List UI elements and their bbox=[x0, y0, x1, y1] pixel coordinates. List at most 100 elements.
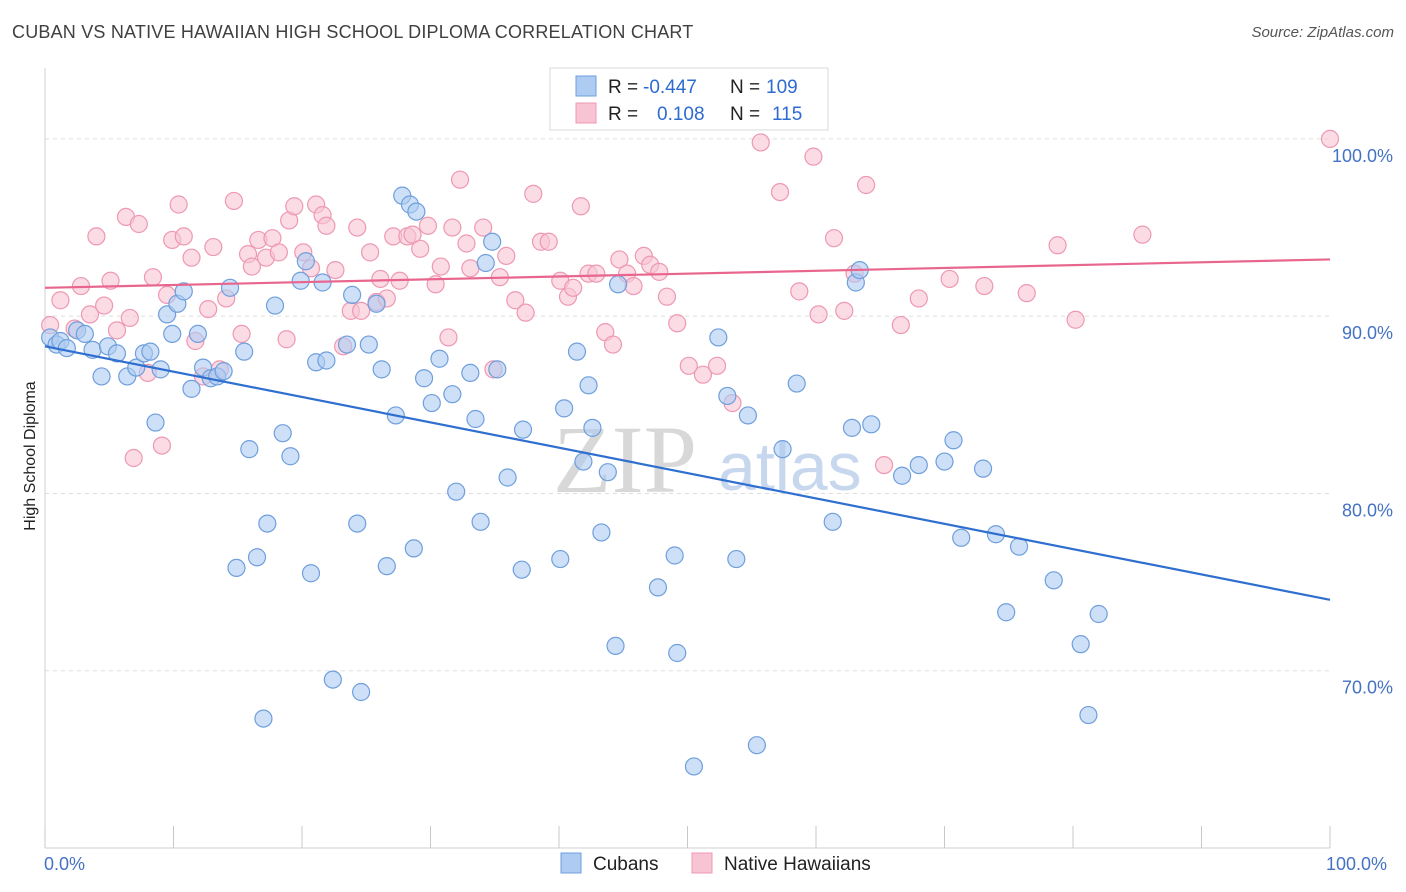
hawaiian-point-34 bbox=[269, 243, 288, 262]
hawaiian-point-43 bbox=[326, 260, 345, 280]
cuban-point-29 bbox=[240, 440, 259, 459]
trend-lines bbox=[44, 258, 1331, 601]
hawaiian-point-46 bbox=[348, 218, 367, 237]
hawaiian-point-57 bbox=[418, 216, 438, 235]
hawaiian-point-105 bbox=[909, 289, 928, 308]
hawaiian-point-91 bbox=[693, 365, 713, 384]
cuban-point-97 bbox=[909, 455, 928, 475]
x-max-label: 100.0% bbox=[1326, 854, 1387, 874]
hawaiian-point-108 bbox=[1017, 284, 1036, 303]
cuban-point-83 bbox=[684, 757, 704, 776]
hawaiian-point-59 bbox=[431, 257, 450, 276]
cuban-point-89 bbox=[773, 440, 792, 459]
cuban-point-34 bbox=[273, 424, 292, 443]
cuban-point-33 bbox=[265, 296, 285, 315]
cuban-point-68 bbox=[512, 560, 531, 579]
chart-title: CUBAN VS NATIVE HAWAIIAN HIGH SCHOOL DIP… bbox=[12, 22, 694, 42]
cuban-point-72 bbox=[567, 342, 587, 361]
legend-bottom-label-cubans: Cubans bbox=[593, 854, 659, 875]
hawaiian-point-61 bbox=[443, 218, 462, 237]
cuban-point-36 bbox=[291, 271, 310, 290]
hawaiian-point-103 bbox=[875, 455, 894, 475]
cuban-point-101 bbox=[973, 459, 993, 478]
hawaiian-point-94 bbox=[751, 133, 770, 152]
trend-line-native-hawaiians bbox=[44, 258, 1331, 289]
cuban-point-98 bbox=[935, 452, 954, 471]
cuban-point-32 bbox=[258, 514, 277, 533]
y-tick-labels: 70.0% 80.0% 90.0% 100.0% bbox=[1332, 146, 1393, 698]
cuban-point-25 bbox=[214, 362, 233, 381]
hawaiian-point-24 bbox=[204, 237, 223, 257]
cuban-point-67 bbox=[498, 468, 517, 487]
y-axis-label: High School Diploma bbox=[22, 381, 39, 531]
cuban-point-103 bbox=[997, 603, 1016, 622]
cuban-point-17 bbox=[163, 324, 182, 344]
hawaiian-point-14 bbox=[143, 268, 163, 287]
hawaiian-point-98 bbox=[809, 305, 828, 324]
cuban-point-50 bbox=[377, 557, 396, 576]
cuban-point-57 bbox=[422, 393, 441, 413]
hawaiian-point-37 bbox=[285, 197, 304, 216]
cuban-point-76 bbox=[592, 523, 611, 542]
cuban-point-95 bbox=[862, 415, 881, 434]
cuban-point-81 bbox=[665, 546, 684, 565]
cuban-point-5 bbox=[75, 324, 94, 344]
hawaiian-point-84 bbox=[624, 276, 643, 296]
cuban-point-79 bbox=[609, 275, 628, 294]
cuban-point-37 bbox=[296, 252, 315, 271]
cuban-point-58 bbox=[430, 349, 449, 368]
hawaiian-point-106 bbox=[940, 269, 959, 289]
cuban-point-86 bbox=[727, 549, 746, 569]
hawaiian-point-104 bbox=[891, 315, 910, 335]
cuban-point-49 bbox=[372, 360, 391, 379]
cuban-point-75 bbox=[583, 418, 602, 437]
legend-r-label-1: R = bbox=[608, 77, 638, 98]
cuban-point-35 bbox=[281, 447, 300, 466]
cuban-point-31 bbox=[254, 709, 273, 728]
cuban-point-9 bbox=[107, 344, 127, 363]
cuban-point-41 bbox=[317, 351, 336, 370]
x-min-label: 0.0% bbox=[44, 854, 85, 874]
trend-line-cubans bbox=[44, 345, 1331, 601]
legend-n-value-2: 115 bbox=[772, 104, 802, 125]
cuban-point-80 bbox=[648, 578, 668, 597]
hawaiian-point-73 bbox=[539, 232, 558, 251]
cuban-point-65 bbox=[483, 232, 502, 251]
cuban-point-45 bbox=[348, 514, 367, 533]
hawaiian-point-77 bbox=[571, 197, 590, 216]
cuban-point-87 bbox=[738, 406, 757, 425]
cuban-point-70 bbox=[551, 549, 570, 569]
cuban-point-27 bbox=[227, 558, 246, 578]
hawaiian-point-55 bbox=[403, 225, 422, 244]
cuban-point-85 bbox=[718, 386, 737, 406]
cuban-point-28 bbox=[235, 342, 254, 361]
hawaiian-point-65 bbox=[474, 218, 493, 237]
hawaiian-point-27 bbox=[224, 191, 243, 211]
hawaiian-point-6 bbox=[95, 296, 114, 315]
hawaiian-point-100 bbox=[835, 301, 854, 320]
cuban-point-96 bbox=[892, 466, 912, 485]
cuban-point-48 bbox=[367, 294, 386, 313]
cuban-point-61 bbox=[461, 363, 480, 383]
legend-bottom-label-hawaiians: Native Hawaiians bbox=[724, 854, 871, 875]
cuban-point-100 bbox=[952, 528, 971, 547]
hawaiian-point-88 bbox=[657, 287, 677, 306]
cuban-point-88 bbox=[747, 736, 766, 755]
cuban-point-30 bbox=[247, 548, 267, 567]
y-tick-label-100: 100.0% bbox=[1332, 146, 1393, 166]
hawaiian-point-69 bbox=[506, 291, 525, 310]
y-tick-label-70: 70.0% bbox=[1342, 678, 1393, 698]
y-tick-label-90: 90.0% bbox=[1342, 323, 1393, 343]
hawaiian-point-15 bbox=[152, 436, 172, 455]
cuban-point-54 bbox=[404, 539, 423, 558]
legend-r-value-2: 0.108 bbox=[657, 104, 705, 125]
hawaiian-point-18 bbox=[169, 195, 188, 214]
hawaiian-point-111 bbox=[1133, 225, 1152, 244]
cuban-point-106 bbox=[1071, 635, 1090, 654]
cuban-point-107 bbox=[1079, 705, 1098, 725]
hawaiian-point-92 bbox=[707, 356, 727, 375]
hawaiian-point-112 bbox=[1320, 129, 1340, 149]
cuban-point-19 bbox=[174, 282, 193, 301]
hawaiian-point-96 bbox=[790, 282, 809, 301]
